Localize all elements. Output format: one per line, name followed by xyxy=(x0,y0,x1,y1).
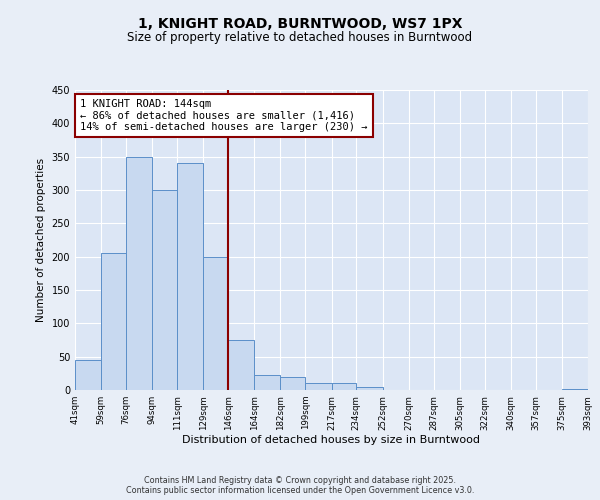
Text: Contains HM Land Registry data © Crown copyright and database right 2025.: Contains HM Land Registry data © Crown c… xyxy=(144,476,456,485)
Bar xyxy=(356,386,383,390)
Bar xyxy=(152,190,177,390)
Text: Contains public sector information licensed under the Open Government Licence v3: Contains public sector information licen… xyxy=(126,486,474,495)
Bar xyxy=(228,340,254,390)
Bar xyxy=(280,376,305,390)
Text: Size of property relative to detached houses in Burntwood: Size of property relative to detached ho… xyxy=(127,31,473,44)
Bar xyxy=(101,254,126,390)
Bar xyxy=(177,164,203,390)
Y-axis label: Number of detached properties: Number of detached properties xyxy=(36,158,46,322)
Text: 1, KNIGHT ROAD, BURNTWOOD, WS7 1PX: 1, KNIGHT ROAD, BURNTWOOD, WS7 1PX xyxy=(138,18,462,32)
Bar xyxy=(305,384,331,390)
Bar xyxy=(331,384,356,390)
X-axis label: Distribution of detached houses by size in Burntwood: Distribution of detached houses by size … xyxy=(182,436,481,446)
Bar xyxy=(126,156,152,390)
Bar xyxy=(203,256,228,390)
Bar xyxy=(75,360,101,390)
Bar xyxy=(254,376,280,390)
Bar xyxy=(562,388,588,390)
Text: 1 KNIGHT ROAD: 144sqm
← 86% of detached houses are smaller (1,416)
14% of semi-d: 1 KNIGHT ROAD: 144sqm ← 86% of detached … xyxy=(80,99,368,132)
